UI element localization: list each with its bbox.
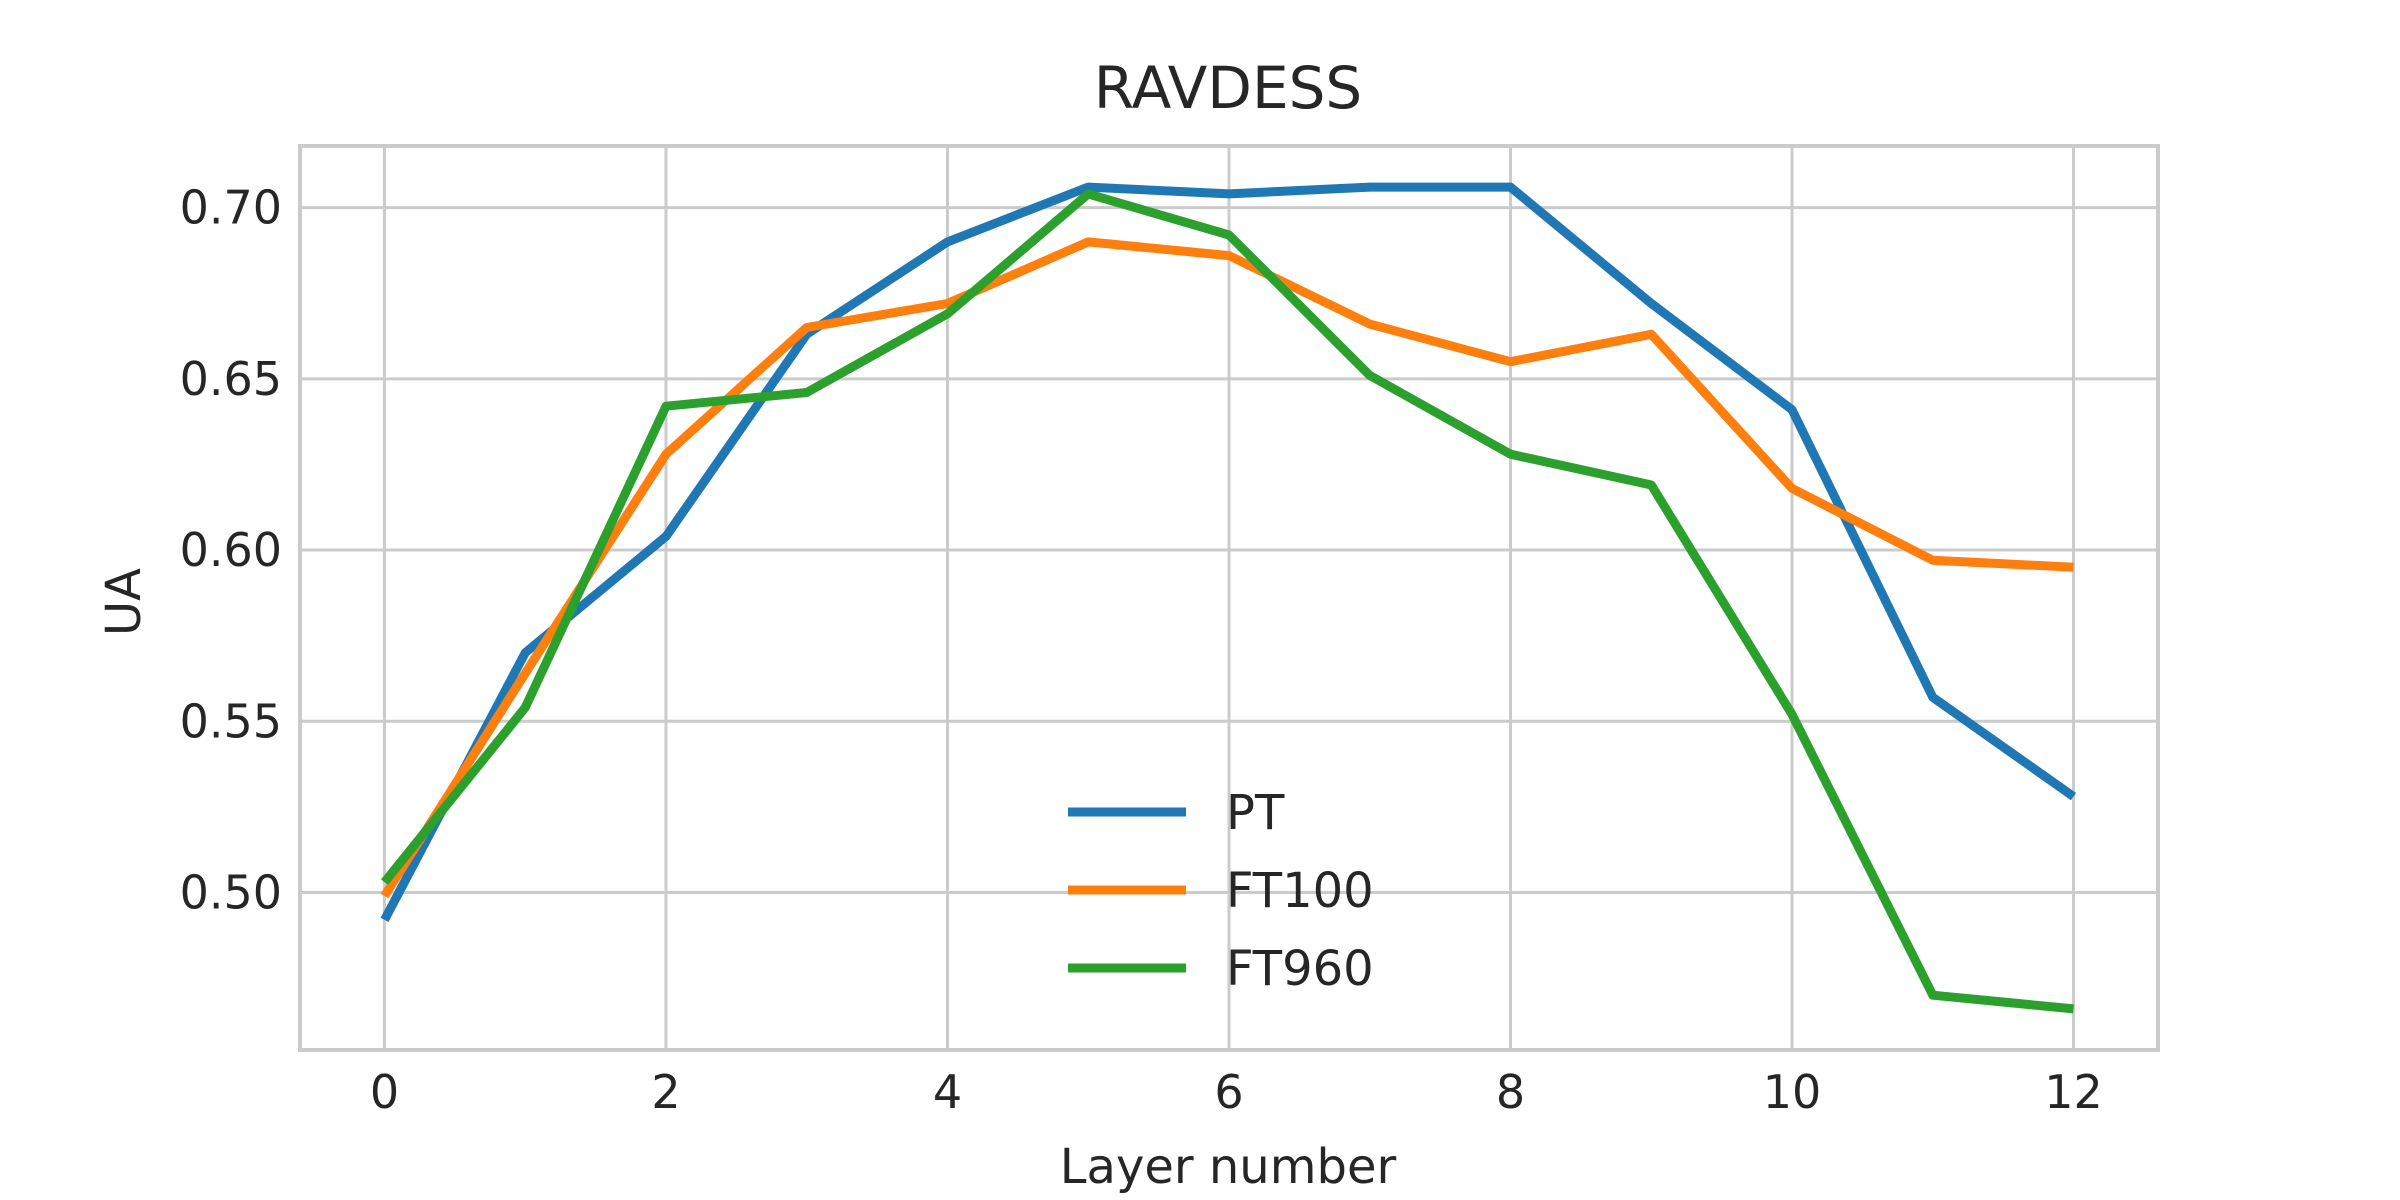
chart-title: RAVDESS [1094,54,1363,122]
y-tick-label: 0.70 [180,181,282,235]
x-tick-label: 0 [370,1065,399,1119]
legend-label: PT [1226,785,1285,841]
grid-lines [300,146,2158,1050]
x-tick-label: 12 [2044,1065,2103,1119]
x-axis-label: Layer number [1060,1139,1397,1195]
legend-label: FT100 [1226,863,1374,919]
y-tick-label: 0.50 [180,865,282,919]
x-tick-label: 4 [933,1065,962,1119]
y-tick-label: 0.65 [180,352,282,406]
legend: PT FT100 FT960 [1068,785,1374,997]
x-tick-label: 6 [1214,1065,1243,1119]
legend-label: FT960 [1226,941,1374,997]
y-tick-label: 0.60 [180,523,282,577]
x-tick-label: 10 [1763,1065,1822,1119]
y-axis-ticks: 0.50 0.55 0.60 0.65 0.70 [180,181,282,920]
x-axis-ticks: 0 2 4 6 8 10 12 [370,1065,2103,1119]
x-tick-label: 2 [651,1065,680,1119]
y-tick-label: 0.55 [180,694,282,748]
y-axis-label: UA [96,568,152,636]
series-line-ft960 [380,189,2074,1014]
series-line-pt [380,182,2077,922]
x-tick-label: 8 [1496,1065,1525,1119]
series-lines [380,182,2077,1014]
plot-frame [298,144,2160,1052]
series-line-ft100 [380,237,2074,899]
